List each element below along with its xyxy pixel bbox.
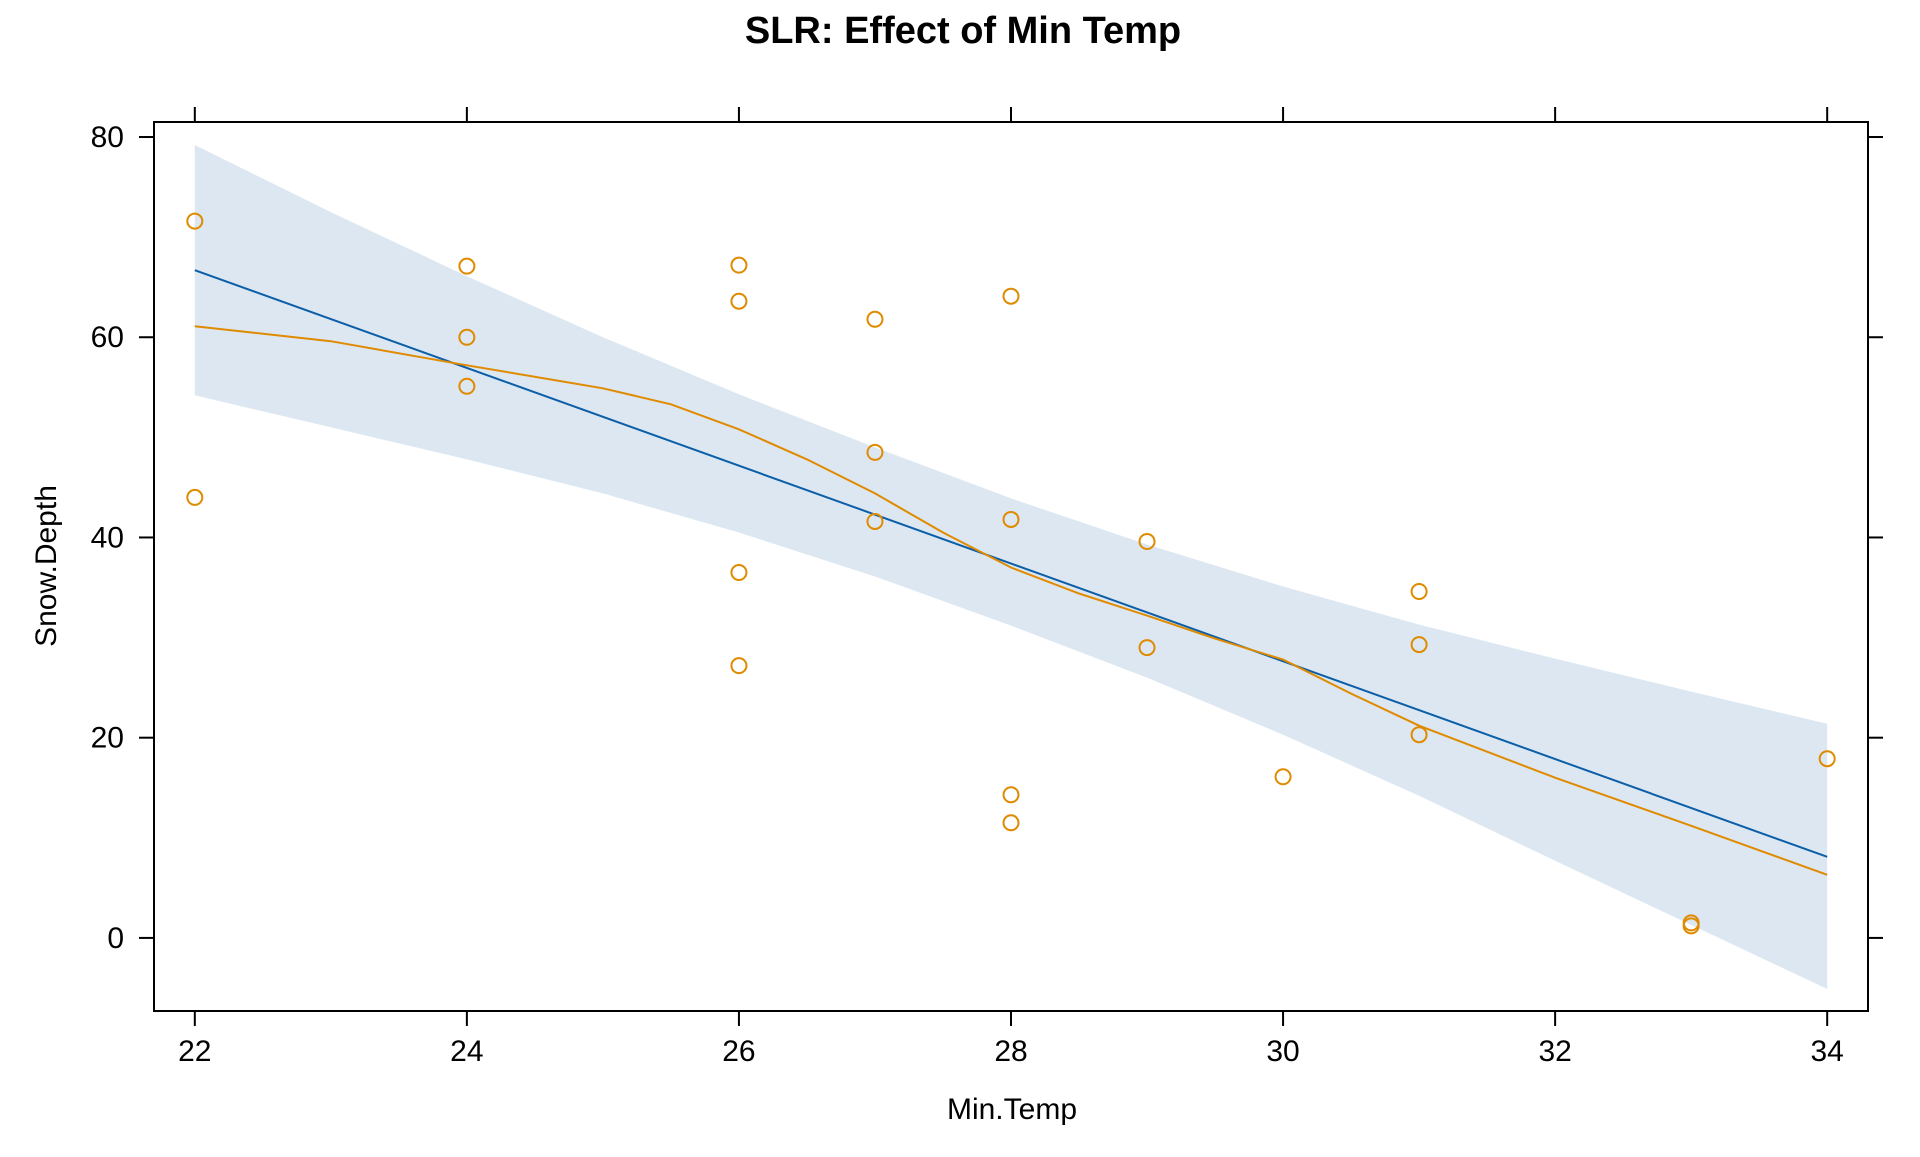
- fit-lines-layer: [194, 269, 1828, 876]
- x-tick-label: 26: [722, 1035, 755, 1068]
- data-point: [1410, 726, 1428, 744]
- x-axis-label: Min.Temp: [947, 1093, 1077, 1126]
- loess-smooth-line: [194, 325, 1828, 876]
- data-point: [1002, 510, 1020, 528]
- data-point: [1002, 287, 1020, 305]
- data-point: [866, 512, 884, 530]
- data-point: [1274, 768, 1292, 786]
- data-point: [730, 564, 748, 582]
- data-point: [1410, 636, 1428, 654]
- data-point: [458, 257, 476, 275]
- data-point: [1682, 917, 1700, 935]
- y-tick-label: 20: [91, 722, 124, 755]
- y-tick-label: 80: [91, 121, 124, 154]
- data-points-layer: [186, 212, 1836, 935]
- data-point: [1138, 639, 1156, 657]
- x-tick-label: 24: [450, 1035, 483, 1068]
- regression-line: [194, 269, 1828, 858]
- x-tick-label: 22: [178, 1035, 211, 1068]
- data-point: [1002, 786, 1020, 804]
- x-tick-label: 28: [994, 1035, 1027, 1068]
- data-point: [1138, 532, 1156, 550]
- data-point: [866, 443, 884, 461]
- data-point: [1410, 583, 1428, 601]
- data-point: [458, 377, 476, 395]
- x-tick-label: 34: [1811, 1035, 1844, 1068]
- data-point: [866, 310, 884, 328]
- x-tick-label: 32: [1538, 1035, 1571, 1068]
- data-point: [1818, 750, 1836, 768]
- data-point: [458, 328, 476, 346]
- y-axis-label: Snow.Depth: [30, 485, 63, 647]
- data-point: [730, 256, 748, 274]
- axes-layer: 22 24 26 28 30 32 34 0 20 40 60 80: [91, 107, 1883, 1068]
- data-point: [1002, 814, 1020, 832]
- data-point: [730, 292, 748, 310]
- data-point: [730, 657, 748, 675]
- data-point: [186, 488, 204, 506]
- y-tick-label: 40: [91, 521, 124, 554]
- data-point: [186, 212, 204, 230]
- y-tick-label: 60: [91, 321, 124, 354]
- x-tick-label: 30: [1266, 1035, 1299, 1068]
- y-tick-label: 0: [107, 922, 124, 955]
- chart-title: SLR: Effect of Min Temp: [745, 10, 1181, 52]
